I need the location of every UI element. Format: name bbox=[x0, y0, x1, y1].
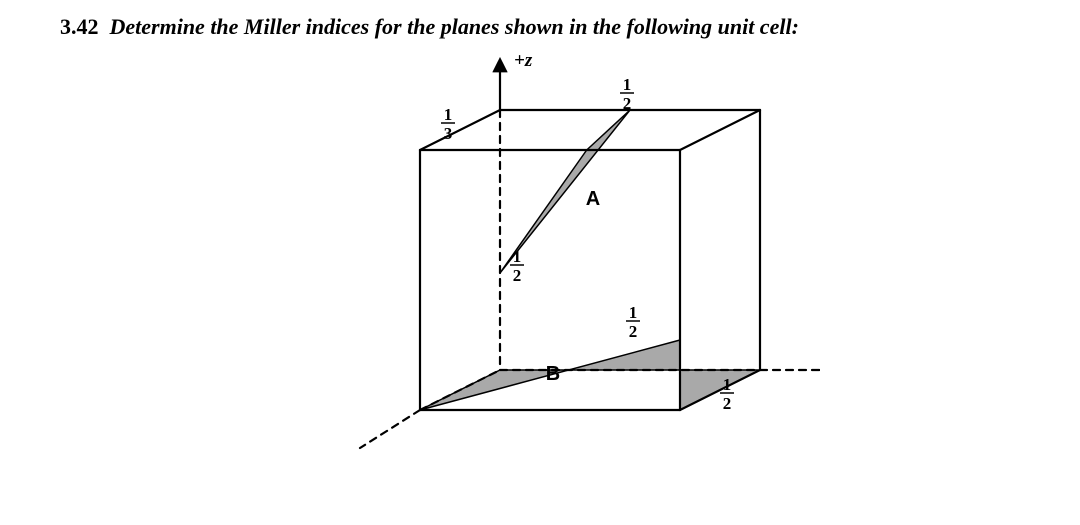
svg-text:A: A bbox=[586, 188, 600, 210]
svg-text:1: 1 bbox=[623, 75, 632, 94]
svg-text:3: 3 bbox=[444, 124, 453, 143]
svg-text:1: 1 bbox=[444, 105, 453, 124]
svg-text:1: 1 bbox=[723, 375, 732, 394]
svg-text:2: 2 bbox=[623, 94, 632, 113]
figure-svg: 1312121212AB+z+y bbox=[300, 50, 820, 520]
svg-text:2: 2 bbox=[629, 322, 638, 341]
svg-text:2: 2 bbox=[723, 394, 732, 413]
unit-cell-figure: 1312121212AB+z+y bbox=[300, 50, 820, 520]
svg-text:2: 2 bbox=[513, 266, 522, 285]
question-prompt: Determine the Miller indices for the pla… bbox=[110, 14, 799, 39]
svg-text:B: B bbox=[546, 363, 560, 385]
svg-text:+z: +z bbox=[514, 50, 533, 71]
question-number: 3.42 bbox=[60, 14, 99, 39]
svg-text:1: 1 bbox=[513, 247, 522, 266]
svg-text:1: 1 bbox=[629, 303, 638, 322]
question-text: 3.42 Determine the Miller indices for th… bbox=[60, 14, 799, 40]
